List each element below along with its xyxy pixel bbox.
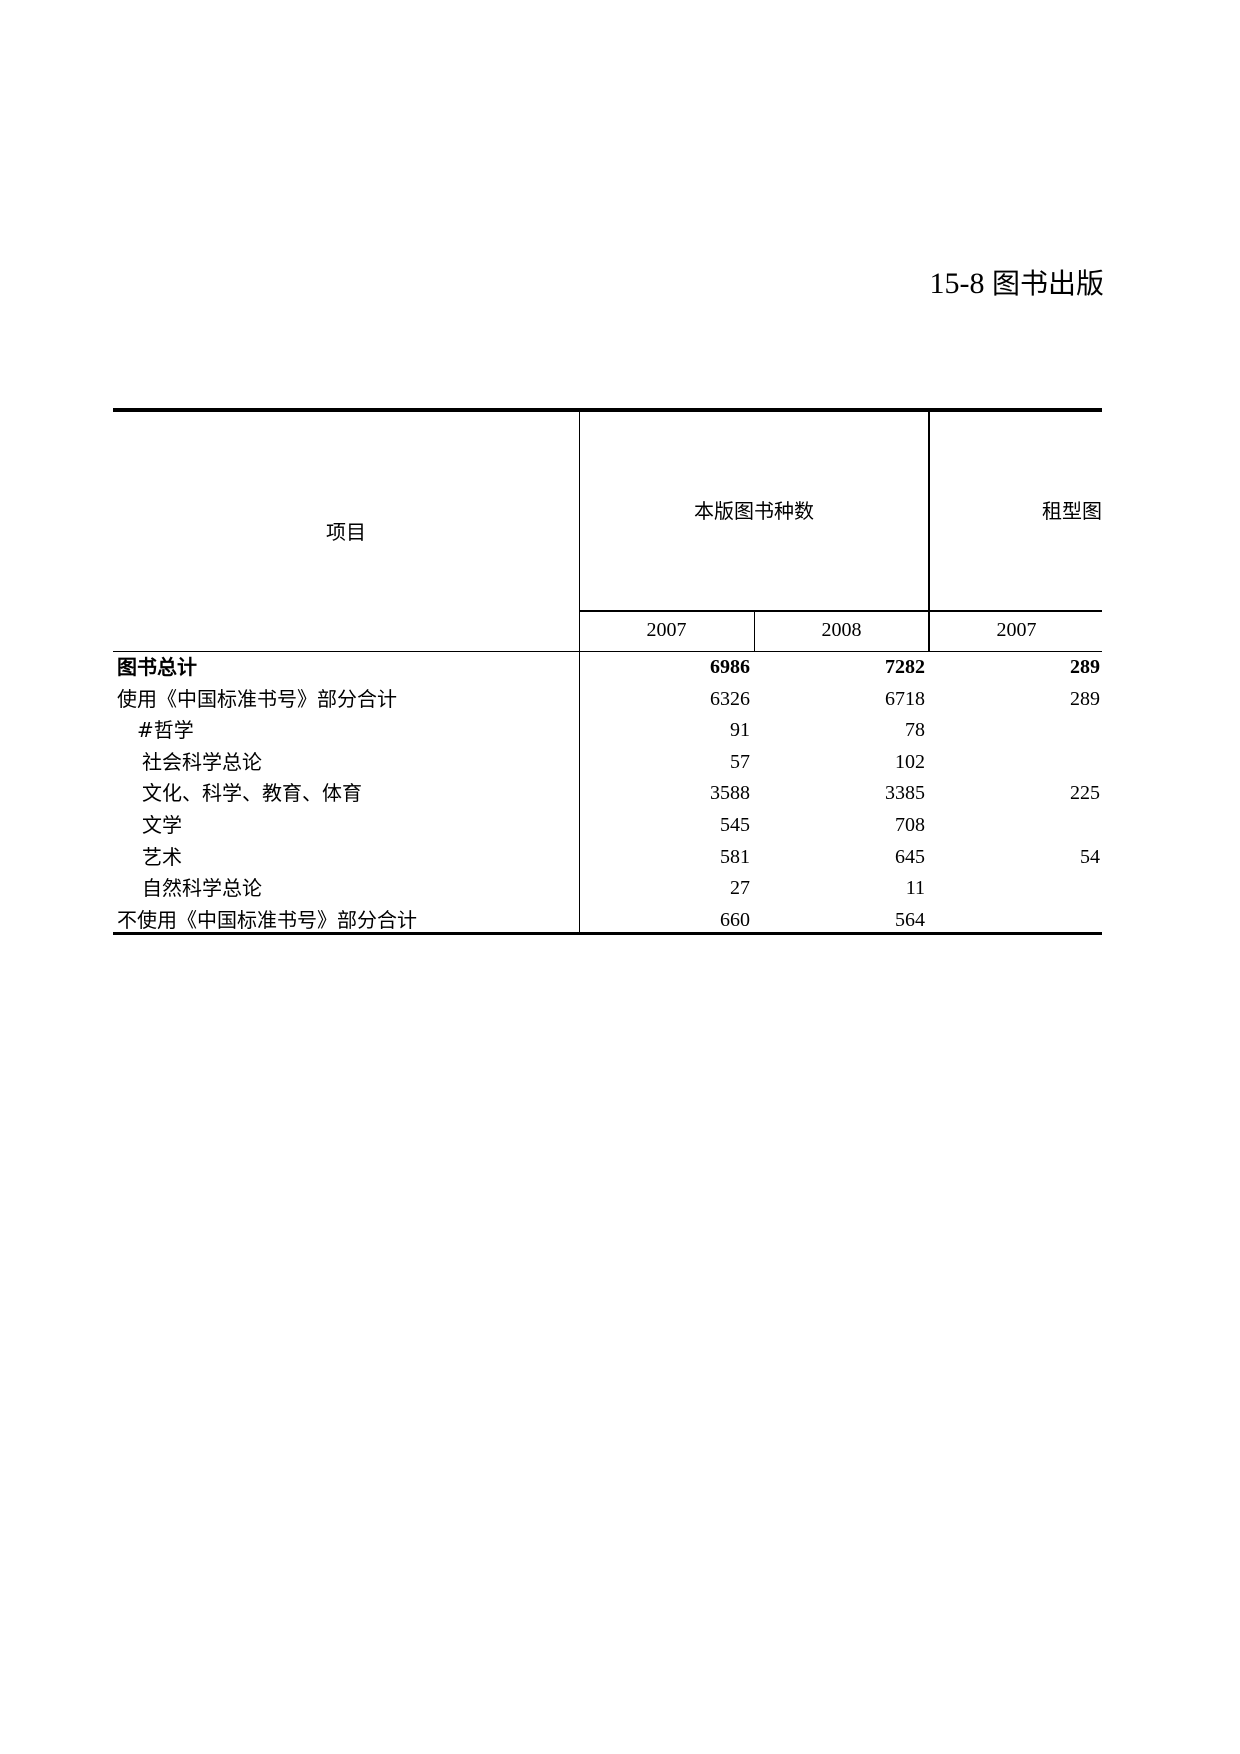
table-cell: 645	[895, 845, 925, 868]
table-cell: 6986	[710, 656, 750, 678]
year-row-rule	[579, 610, 1102, 612]
table-cell: 3385	[885, 782, 925, 805]
table-cell: 660	[720, 908, 750, 931]
header-year: 2008	[821, 619, 862, 641]
data-table: 项目 本版图书种数 租型图 2007 2008 2007 图书总计 6986 728…	[113, 408, 1102, 936]
table-cell: 78	[905, 719, 925, 742]
table-number: 15-8	[929, 267, 985, 300]
table-cell: 545	[720, 814, 750, 836]
row-label: 不使用《中国标准书号》部分合计	[117, 907, 417, 932]
column-divider	[928, 411, 930, 652]
table-cell: 289	[1070, 687, 1100, 710]
table-cell: 6326	[710, 687, 750, 710]
bottom-rule	[113, 932, 1102, 935]
row-label: 图书总计	[117, 655, 197, 679]
table-cell: 27	[730, 877, 750, 900]
header-group: 租型图	[1042, 499, 1102, 523]
header-year: 2007	[646, 619, 687, 641]
table-title: 图书出版	[991, 267, 1104, 300]
table-cell: 54	[1080, 845, 1100, 868]
header-group: 本版图书种数	[694, 499, 814, 523]
table-cell: 289	[1070, 656, 1100, 678]
column-divider	[579, 411, 580, 933]
row-label: 文化、科学、教育、体育	[142, 781, 362, 806]
row-label: 使用《中国标准书号》部分合计	[117, 686, 397, 711]
row-label: 自然科学总论	[142, 876, 262, 901]
top-rule	[113, 408, 1102, 412]
table-cell: 11	[905, 877, 925, 900]
header-bottom-rule	[113, 651, 1102, 652]
column-divider	[754, 611, 755, 652]
table-cell: 708	[895, 814, 925, 836]
table-cell: 564	[895, 908, 925, 931]
row-label: 艺术	[142, 844, 182, 869]
header-item: 项目	[326, 520, 366, 544]
row-label: #哲学	[137, 718, 194, 743]
table-cell: 7282	[885, 656, 925, 678]
row-label: 文学	[142, 813, 182, 837]
page-title: 15-8 图书出版	[929, 262, 1104, 302]
table-cell: 102	[895, 750, 925, 773]
header-year: 2007	[996, 619, 1037, 641]
table-cell: 6718	[885, 687, 925, 710]
table-cell: 91	[730, 719, 750, 742]
table-cell: 581	[720, 845, 750, 868]
table-cell: 57	[730, 750, 750, 773]
table-cell: 225	[1070, 782, 1100, 805]
table-cell: 3588	[710, 782, 750, 805]
row-label: 社会科学总论	[142, 749, 262, 774]
